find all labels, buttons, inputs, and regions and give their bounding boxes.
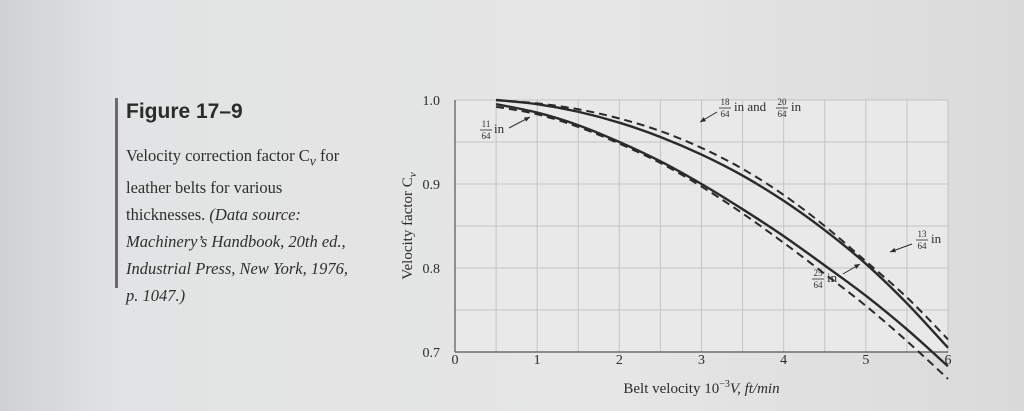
series-line-3 [495, 105, 949, 380]
series-line-2 [495, 103, 949, 368]
annotation-25-64-arrow-head [854, 264, 860, 269]
caption-subscript: v [309, 153, 316, 169]
caption-text: Velocity correction factor C [126, 146, 310, 165]
y-tick-label: 0.9 [423, 178, 441, 193]
annotation-25-64-num: 25 [814, 268, 824, 278]
annotation-25-64-den: 64 [814, 280, 824, 290]
y-tick-label: 1.0 [423, 94, 441, 109]
annotation-18-64-num: 18 [721, 97, 731, 107]
annotation-18-64-den: 64 [721, 109, 731, 119]
y-tick-label: 0.8 [423, 262, 441, 277]
x-tick-label: 4 [780, 353, 787, 368]
caption-line-3: thicknesses. [126, 205, 210, 225]
caption-source: (Data source: Machinery’s Handbook, 20th… [126, 205, 349, 306]
x-axis-label: Belt velocity 10−3V, ft/min [623, 379, 779, 397]
annotation-13-64-text: in [931, 231, 942, 246]
annotation-11-64-text: in [494, 121, 505, 136]
annotation-20-64-num: 20 [778, 97, 788, 107]
x-tick-label: 5 [862, 353, 869, 368]
caption-line-2: for leather belts for various [126, 146, 340, 198]
figure-caption-text: Velocity correction factor Cv for leathe… [126, 142, 361, 309]
annotation-20-64-den: 64 [778, 109, 788, 119]
annotation-18-64-arrow-head [700, 117, 706, 122]
annotation-25-64-text: in [827, 270, 838, 285]
x-tick-label: 3 [698, 353, 705, 368]
annotation-13-64-num: 13 [918, 229, 928, 239]
x-tick-label: 0 [452, 353, 459, 368]
annotation-18-64-text: in and [734, 99, 767, 114]
y-axis-label: Velocity factor Cv [400, 172, 419, 279]
y-tick-label: 0.7 [423, 346, 441, 361]
x-tick-label: 2 [616, 353, 623, 368]
series-line-1 [496, 99, 949, 341]
annotation-20-64-text: in [791, 99, 802, 114]
series-line-0 [495, 98, 949, 349]
figure-title: Figure 17–9 [126, 100, 243, 123]
annotation-13-64-arrow-head [890, 247, 896, 253]
annotation-11-64-num: 11 [482, 119, 491, 129]
annotation-13-64-den: 64 [918, 241, 928, 251]
x-tick-label: 6 [945, 353, 952, 368]
x-tick-label: 1 [534, 353, 541, 368]
annotation-11-64-den: 64 [482, 131, 492, 141]
annotation-11-64-arrow-head [524, 117, 530, 122]
figure-caption: Figure 17–9 Velocity correction factor C… [115, 98, 396, 305]
